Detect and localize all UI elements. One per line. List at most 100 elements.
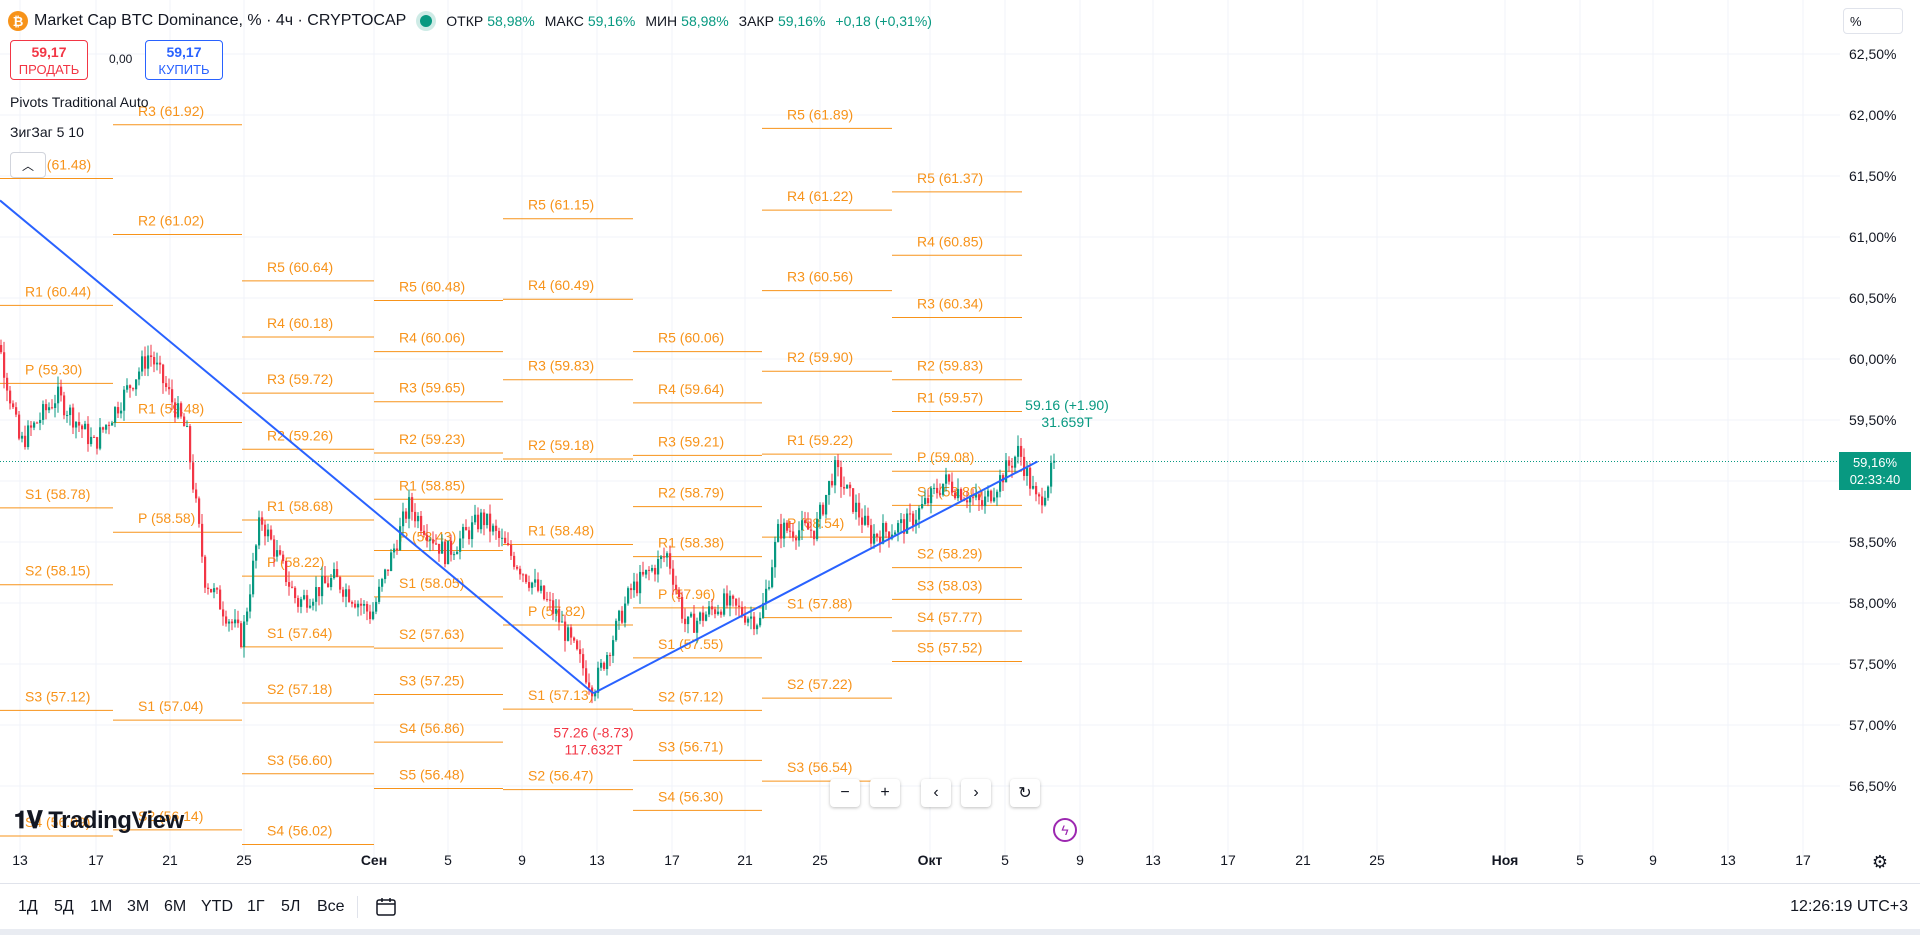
candle-body <box>759 617 762 626</box>
candle-body <box>990 490 993 502</box>
sell-button[interactable]: 59,17 ПРОДАТЬ <box>10 40 88 80</box>
candle-body <box>687 616 690 625</box>
candle-body <box>507 543 510 545</box>
candle-body <box>861 517 864 525</box>
low-value: 58,98% <box>681 13 729 29</box>
calendar-goto-icon[interactable] <box>374 895 398 919</box>
candle-body <box>666 553 669 558</box>
pivot-level-label: S4 (56.09) <box>25 814 90 830</box>
pivot-level-label: R1 (59.22) <box>787 432 853 448</box>
candle-body <box>72 407 75 428</box>
pivot-level-label: S2 (58.29) <box>917 546 982 562</box>
candle-body <box>780 523 783 539</box>
buy-button[interactable]: 59,17 КУПИТЬ <box>145 40 223 80</box>
candle-body <box>804 520 807 524</box>
pivot-level-label: R4 (60.18) <box>267 315 333 331</box>
sell-price: 59,17 <box>31 44 67 60</box>
candle-body <box>144 356 147 369</box>
range-ytd[interactable]: YTD <box>201 898 233 915</box>
range-1d[interactable]: 1Д <box>18 898 38 915</box>
candle-body <box>60 386 63 396</box>
candle-body <box>954 492 957 499</box>
candle-body <box>321 575 324 597</box>
zoom-out-button[interactable]: − <box>830 779 860 807</box>
time-axis-label: Сен <box>361 852 387 868</box>
candle-body <box>906 513 909 534</box>
candle-body <box>849 484 852 489</box>
candle-body <box>102 427 105 430</box>
candle-body <box>207 587 210 590</box>
zoom-in-button[interactable]: + <box>870 779 900 807</box>
scroll-right-button[interactable]: › <box>961 779 991 807</box>
candle-body <box>192 462 195 490</box>
candle-body <box>843 486 846 489</box>
candle-body <box>480 512 483 530</box>
candle-body <box>840 467 843 487</box>
range-1y[interactable]: 1Г <box>247 898 265 915</box>
candle-body <box>312 601 315 606</box>
candle-body <box>636 581 639 594</box>
candle-body <box>1053 460 1056 463</box>
lightning-icon[interactable]: ϟ <box>1053 818 1077 842</box>
range-6m[interactable]: 6М <box>164 898 187 915</box>
candle-body <box>798 530 801 541</box>
candle-body <box>198 498 201 524</box>
candle-body <box>462 527 465 539</box>
candle-body <box>282 554 285 562</box>
pivot-level-label: R1 (58.85) <box>399 477 465 493</box>
candle-body <box>330 578 333 588</box>
reset-chart-button[interactable]: ↻ <box>1010 779 1040 807</box>
pivot-level-label: S2 (57.18) <box>267 681 332 697</box>
candle-body <box>927 498 930 504</box>
candle-body <box>549 599 552 601</box>
price-scale-unit[interactable]: % <box>1843 8 1903 34</box>
candle-body <box>552 600 555 614</box>
candle-body <box>708 606 711 615</box>
pivot-level-label: P (58.22) <box>267 554 324 570</box>
pivot-level-label: R1 (58.38) <box>658 535 724 551</box>
market-status-icon[interactable] <box>420 15 433 27</box>
symbol-title[interactable]: Market Cap BTC Dominance, % · 4ч · CRYPT… <box>34 12 407 29</box>
scroll-left-button[interactable]: ‹ <box>921 779 951 807</box>
candle-body <box>111 422 114 426</box>
candle-body <box>345 589 348 597</box>
zigzag-segment <box>0 199 595 695</box>
pivot-level-label: R5 (61.89) <box>787 106 853 122</box>
tradingview-logo[interactable]: 𝟏𝐕 TradingView <box>14 807 184 835</box>
candle-body <box>246 611 249 622</box>
candle-body <box>819 504 822 519</box>
candle-body <box>249 594 252 612</box>
candle-body <box>69 407 72 416</box>
range-3m[interactable]: 3М <box>127 898 150 915</box>
candle-body <box>255 545 258 561</box>
candle-body <box>987 490 990 497</box>
indicator-pivots[interactable]: Pivots Traditional Auto <box>10 94 149 110</box>
candle-body <box>15 407 18 415</box>
candle-body <box>309 605 312 608</box>
clock-timezone[interactable]: 12:26:19 UTC+3 <box>1790 898 1908 915</box>
candle-body <box>831 480 834 486</box>
pivot-level-label: R1 (58.48) <box>528 522 594 538</box>
pivot-level-label: P (59.30) <box>25 361 82 377</box>
candle-body <box>351 601 354 604</box>
candles <box>0 339 1056 704</box>
pivot-level-label: S5 (57.52) <box>917 640 982 656</box>
gear-icon[interactable]: ⚙ <box>1871 852 1889 872</box>
price-chart[interactable]: R2 (61.48)R1 (60.44)P (59.30)S1 (58.78)S… <box>0 0 1920 880</box>
candle-body <box>777 523 780 542</box>
price-axis-label: 60,50% <box>1849 290 1896 306</box>
time-axis-label: Ноя <box>1492 852 1519 868</box>
indicator-zigzag[interactable]: ЗигЗаг 5 10 <box>10 124 84 140</box>
range-5d[interactable]: 5Д <box>54 898 74 915</box>
range-5y[interactable]: 5Л <box>281 898 301 915</box>
ohlc-values: ОТКР 58,98% МАКС 59,16% МИН 58,98% ЗАКР 59,1… <box>446 13 938 29</box>
candle-body <box>93 436 96 438</box>
range-all[interactable]: Все <box>317 898 345 915</box>
candle-body <box>138 371 141 380</box>
candle-body <box>726 593 729 606</box>
range-1m[interactable]: 1М <box>90 898 113 915</box>
pivot-level-label: R4 (60.85) <box>917 233 983 249</box>
pivot-level-label: S2 (56.14) <box>138 808 203 824</box>
candle-body <box>627 588 630 604</box>
collapse-indicators-button[interactable]: ︿ <box>10 152 46 178</box>
